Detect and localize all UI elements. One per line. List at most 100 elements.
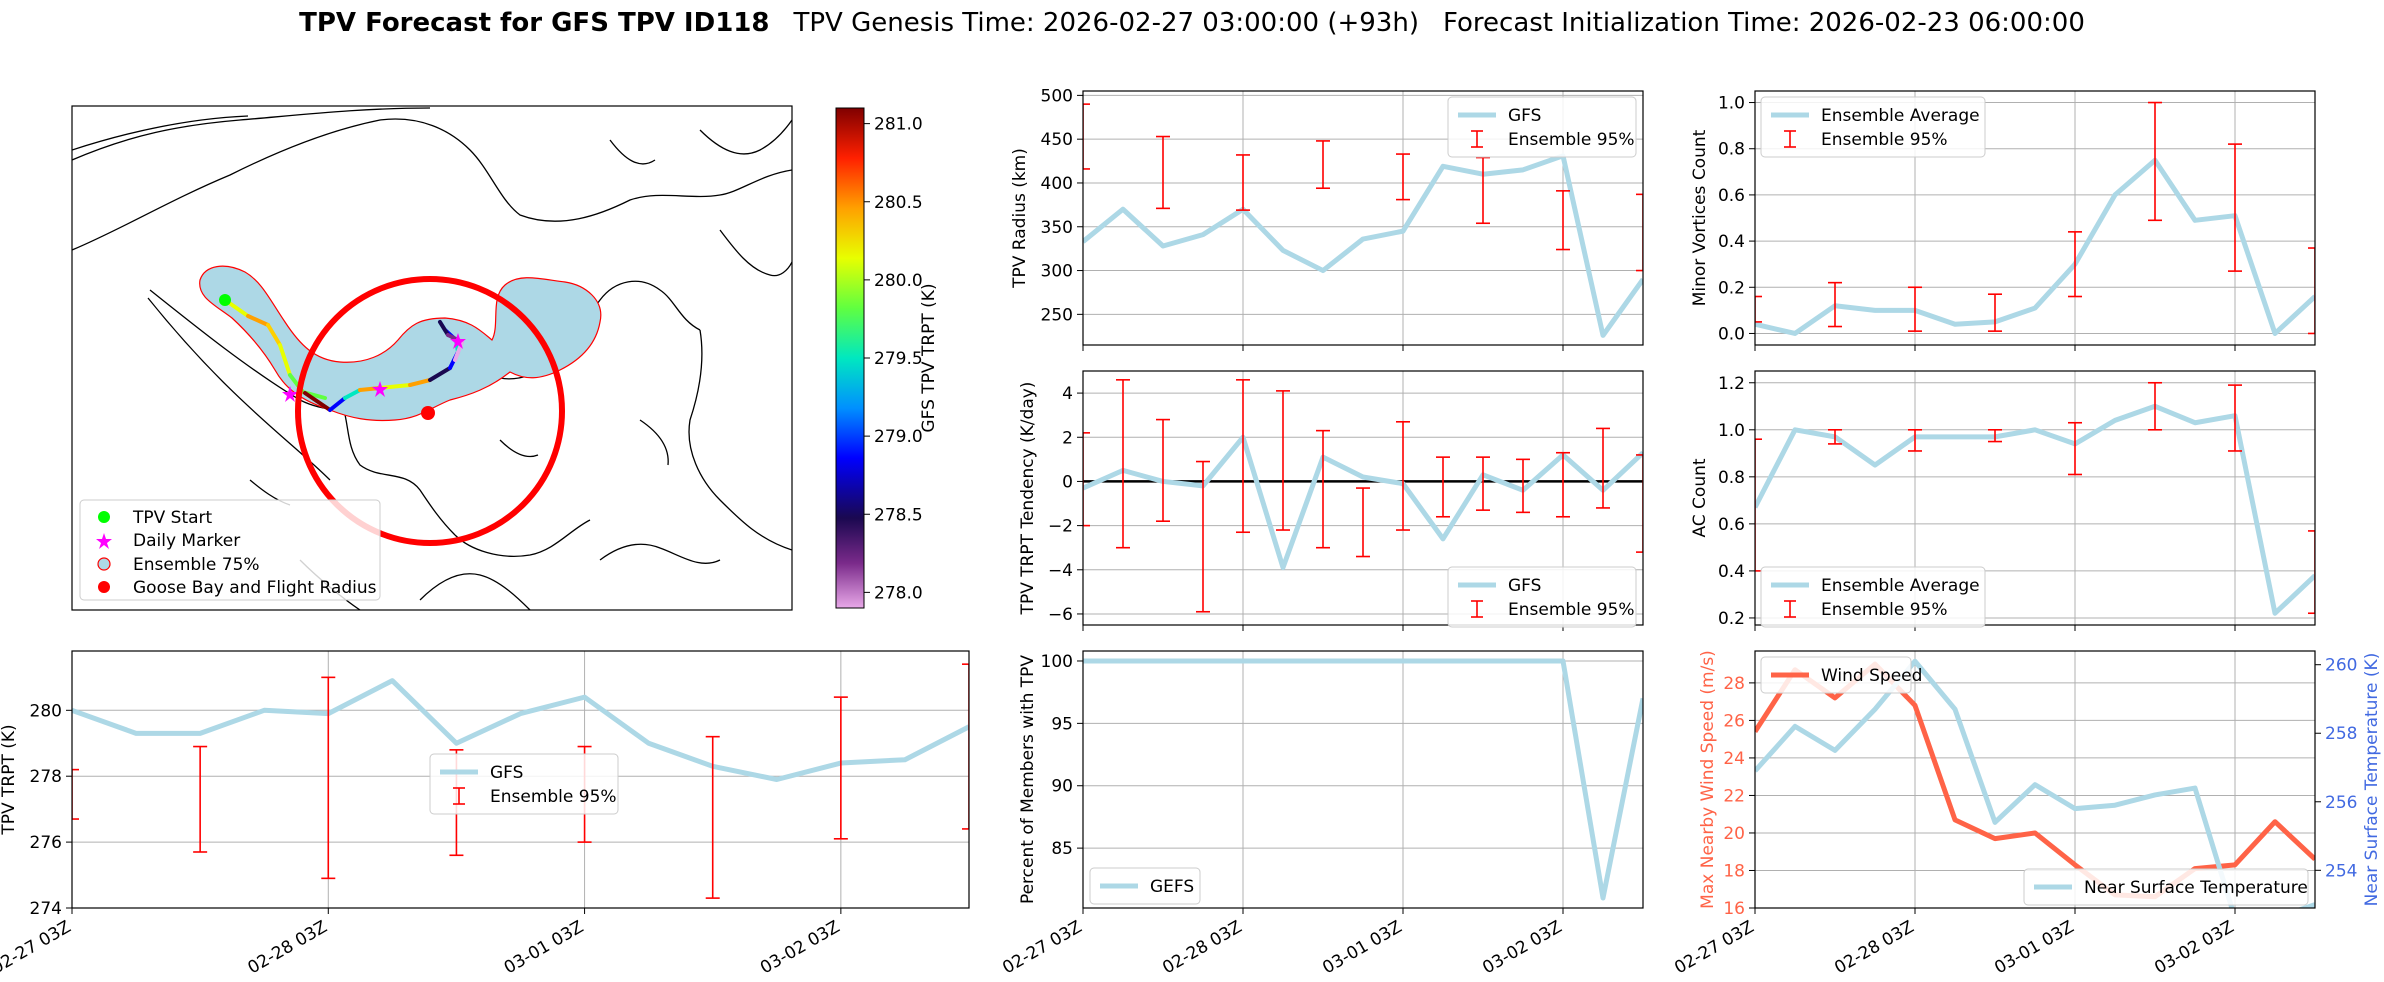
wind-ytick-label: 24 xyxy=(1723,749,1745,769)
flight-radius xyxy=(295,276,565,546)
members-series-gefs xyxy=(1083,658,1643,901)
trpt-xtick-label: 02-27 03Z xyxy=(0,917,75,978)
members-legend-label: GEFS xyxy=(1150,877,1194,897)
radius-error-bar xyxy=(1556,190,1570,251)
tendency-ylabel: TPV TRPT Tendency (K/day) xyxy=(1018,382,1038,616)
trpt-series-gfs xyxy=(72,678,969,782)
members-legend-box xyxy=(1089,867,1201,905)
radius-ytick-label: 400 xyxy=(1041,174,1073,194)
trpt-error-bar xyxy=(321,676,336,880)
wind-legend: Wind Speed xyxy=(1760,656,1922,694)
tendency-frame xyxy=(1082,370,1644,626)
tendency-ytick-label: 0 xyxy=(1062,472,1073,492)
trpt-legend-label: Ensemble 95% xyxy=(490,787,617,807)
minor-error-bar xyxy=(1908,286,1922,332)
wind-frame xyxy=(1754,650,2316,909)
domain-boundary xyxy=(147,297,331,481)
minor-legend-label: Ensemble Average xyxy=(1821,106,1980,126)
tendency-legend-box xyxy=(1447,566,1637,628)
ac-error-bar xyxy=(2068,421,2082,476)
minor-error-bar xyxy=(1988,293,2002,332)
trpt-frame xyxy=(71,650,970,909)
chart-ac: 0.2 0.4 0.6 0.8 1.0 1.2 AC Count Ensemble Avera… xyxy=(1690,370,2316,631)
radius-error-bar xyxy=(1636,193,1643,272)
colorbar-tick-label: 279.5 xyxy=(874,349,923,369)
ac-error-bar xyxy=(1755,438,1762,572)
tendency-legend-label: Ensemble 95% xyxy=(1508,600,1635,620)
ac-ylabel: AC Count xyxy=(1690,458,1710,537)
wind-ylabel: Max Nearby Wind Speed (m/s) xyxy=(1698,650,1718,909)
tendency-error-bar xyxy=(1156,418,1170,522)
minor-ytick-label: 0.6 xyxy=(1718,186,1745,206)
map-legend: TPV Start Daily Marker Ensemble 75% Goos… xyxy=(79,499,381,601)
minor-ytick-label: 1.0 xyxy=(1718,94,1745,114)
ac-error-bar xyxy=(2308,530,2315,615)
minor-error-bar xyxy=(2068,231,2082,298)
wind-ytick-label: 26 xyxy=(1723,711,1745,731)
minor-plot xyxy=(1755,101,2315,336)
members-xtick-label: 03-01 03Z xyxy=(1319,917,1405,978)
ac-plot xyxy=(1755,381,2315,616)
temp-legend-label: Near Surface Temperature xyxy=(2084,878,2308,898)
ac-series-ensemble-average xyxy=(1755,403,2315,616)
legend-daily-swatch xyxy=(96,533,112,549)
chart-wind: 02-27 03Z 02-28 03Z 03-01 03Z 03-02 03Z 16 18… xyxy=(1671,650,2382,978)
radius-frame xyxy=(1082,90,1644,346)
tendency-error-bar xyxy=(1636,454,1643,553)
ac-ytick-label: 1.0 xyxy=(1718,421,1745,441)
trpt-legend-label: GFS xyxy=(490,763,523,783)
radius-series-gfs xyxy=(1083,153,1643,338)
tendency-error-bar xyxy=(1276,390,1290,531)
radius-ytick-label: 250 xyxy=(1041,305,1073,325)
temp-legend: Near Surface Temperature xyxy=(2023,868,2309,906)
chart-tendency: −6 −4 −2 0 2 4 TPV TRPT Tendency (K/day) GFS Ens… xyxy=(1018,370,1644,631)
tendency-error-bar xyxy=(1316,429,1330,549)
radius-error-bar xyxy=(1156,135,1170,210)
ac-error-bar xyxy=(1988,428,2002,443)
wind-legend-box xyxy=(1760,656,1912,694)
title-bold: TPV Forecast for GFS TPV ID118 xyxy=(299,8,769,38)
minor-ytick-label: 0.4 xyxy=(1718,232,1745,252)
ac-error-bar xyxy=(2228,384,2242,452)
tendency-error-bar xyxy=(1596,427,1610,509)
radius-ytick-label: 500 xyxy=(1041,86,1073,106)
minor-error-bar xyxy=(2148,101,2162,222)
minor-legend-box xyxy=(1760,96,1986,158)
members-frame xyxy=(1082,650,1644,909)
legend-daily-label: Daily Marker xyxy=(133,531,240,551)
members-legend: GEFS xyxy=(1089,867,1201,905)
radius-error-bar xyxy=(1083,103,1090,170)
colorbar: GFS TPV TRPT (K) 278.0 278.5 279.0 279.5 280… xyxy=(835,107,939,609)
radius-legend-label: GFS xyxy=(1508,106,1541,126)
wind-y2tick-label: 260 xyxy=(2325,656,2357,676)
minor-error-bar xyxy=(2228,143,2242,272)
ac-error-bar xyxy=(2148,381,2162,431)
wind-y2tick-label: 256 xyxy=(2325,793,2357,813)
trpt-error-bar xyxy=(193,745,208,853)
wind-ytick-label: 18 xyxy=(1723,861,1745,881)
members-xtick-label: 03-02 03Z xyxy=(1479,917,1565,978)
legend-start-label: TPV Start xyxy=(132,508,213,528)
colorbar-tick-label: 280.5 xyxy=(874,193,923,213)
tendency-ytick-label: −2 xyxy=(1048,517,1073,537)
wind-y2tick-label: 258 xyxy=(2325,724,2357,744)
tendency-error-bar xyxy=(1396,420,1410,531)
members-ytick-label: 90 xyxy=(1051,777,1073,797)
chart-minor: 0.0 0.2 0.4 0.6 0.8 1.0 Minor Vortices Count En… xyxy=(1690,90,2316,351)
legend-goose-swatch xyxy=(98,581,110,593)
tendency-error-bar xyxy=(1556,451,1570,518)
title-genesis: TPV Genesis Time: 2026-02-27 03:00:00 (+… xyxy=(792,8,1419,38)
minor-legend: Ensemble Average Ensemble 95% xyxy=(1760,96,1986,158)
members-ytick-label: 85 xyxy=(1051,839,1073,859)
wind-legend-label: Wind Speed xyxy=(1821,666,1922,686)
wind-xtick-label: 02-28 03Z xyxy=(1831,917,1917,978)
wind-series-wind-speed xyxy=(1755,661,2315,900)
radius-ytick-label: 300 xyxy=(1041,262,1073,282)
trpt-error-bar xyxy=(72,768,79,820)
trpt-legend-box xyxy=(429,753,619,815)
tendency-series-gfs xyxy=(1083,434,1643,571)
radius-plot xyxy=(1083,103,1643,338)
radius-legend: GFS Ensemble 95% xyxy=(1447,96,1637,158)
tendency-ytick-label: 4 xyxy=(1062,384,1073,404)
members-ytick-label: 100 xyxy=(1041,652,1073,672)
